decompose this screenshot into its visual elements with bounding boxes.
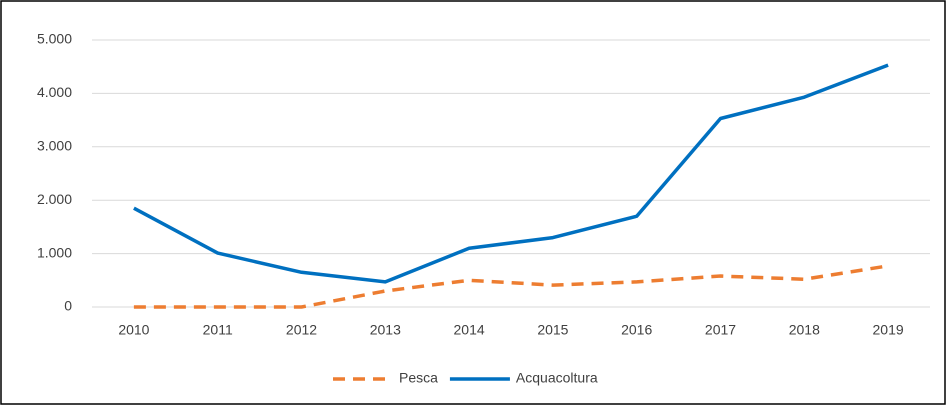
x-tick-label: 2011 xyxy=(203,322,233,338)
y-tick-label: 1.000 xyxy=(37,244,72,260)
y-tick-label: 4.000 xyxy=(37,84,72,100)
y-tick-label: 3.000 xyxy=(37,138,72,154)
x-tick-label: 2018 xyxy=(789,322,820,338)
y-tick-label: 5.000 xyxy=(37,31,72,47)
legend-label: Pesca xyxy=(399,370,438,386)
x-tick-label: 2019 xyxy=(873,322,904,338)
x-tick-label: 2014 xyxy=(454,322,485,338)
x-tick-label: 2017 xyxy=(705,322,736,338)
data-line xyxy=(133,63,889,284)
x-tick-label: 2013 xyxy=(370,322,401,338)
x-tick-label: 2010 xyxy=(118,322,149,338)
y-tick-label: 2.000 xyxy=(37,191,72,207)
data-line xyxy=(133,264,889,309)
x-tick-label: 2016 xyxy=(621,322,652,338)
y-tick-label: 0 xyxy=(64,298,72,314)
legend-label: Acquacoltura xyxy=(516,370,598,386)
x-tick-label: 2015 xyxy=(537,322,568,338)
x-tick-label: 2012 xyxy=(286,322,317,338)
